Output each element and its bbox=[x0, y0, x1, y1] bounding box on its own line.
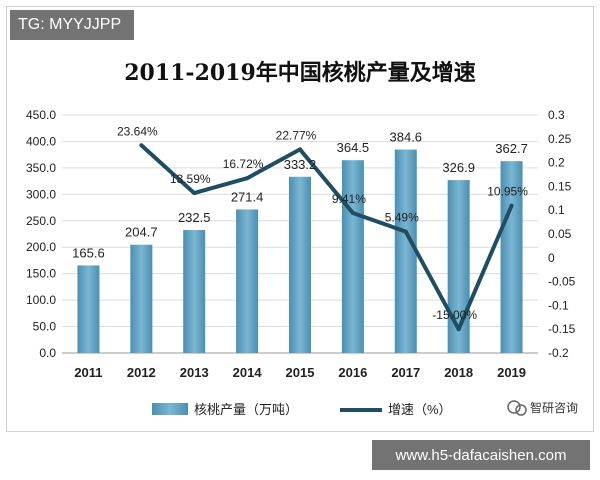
bar-value-label: 384.6 bbox=[390, 130, 423, 145]
y-right-tick-label: -0.15 bbox=[548, 322, 576, 336]
x-tick-label: 2016 bbox=[338, 365, 367, 380]
bar-value-label: 204.7 bbox=[125, 225, 158, 240]
source-logo-text: 智研咨询 bbox=[530, 400, 578, 415]
growth-point bbox=[298, 147, 302, 152]
y-right-tick-label: 0 bbox=[548, 251, 555, 265]
legend-bar-label: 核桃产量（万吨） bbox=[194, 402, 298, 417]
x-tick-label: 2018 bbox=[444, 365, 473, 380]
y-right-tick-label: -0.2 bbox=[548, 346, 569, 360]
bar bbox=[183, 230, 206, 353]
y-left-tick-label: 400.0 bbox=[26, 134, 56, 148]
watermark-bottom: www.h5-dafacaishen.com bbox=[372, 440, 590, 470]
y-right-tick-label: 0.25 bbox=[548, 132, 572, 146]
bar bbox=[341, 160, 364, 353]
y-left-tick-label: 0.0 bbox=[39, 346, 56, 360]
growth-value-label: 22.77% bbox=[276, 128, 317, 142]
y-right-tick-label: 0.2 bbox=[548, 156, 565, 170]
legend-line-label: 增速（%） bbox=[388, 402, 452, 417]
x-tick-label: 2011 bbox=[74, 365, 102, 380]
x-tick-label: 2013 bbox=[180, 365, 209, 380]
growth-point bbox=[192, 191, 197, 196]
wechat-icon-small bbox=[515, 404, 527, 416]
growth-value-label: 16.72% bbox=[223, 157, 264, 171]
bar bbox=[394, 149, 417, 353]
watermark-top: TG: MYYJJPP bbox=[10, 10, 134, 40]
x-tick-label: 2012 bbox=[127, 365, 156, 380]
bar-value-label: 364.5 bbox=[337, 140, 370, 155]
y-right-tick-label: 0.3 bbox=[548, 108, 565, 122]
bar-value-label: 165.6 bbox=[72, 245, 105, 260]
growth-point bbox=[456, 327, 461, 332]
y-left-tick-label: 300.0 bbox=[26, 187, 56, 201]
y-left-tick-label: 250.0 bbox=[26, 214, 56, 228]
bar bbox=[130, 244, 153, 353]
x-tick-label: 2015 bbox=[286, 365, 315, 380]
growth-point bbox=[509, 203, 514, 208]
y-left-tick-label: 100.0 bbox=[26, 293, 56, 307]
y-left-tick-label: 200.0 bbox=[26, 240, 56, 254]
x-tick-label: 2014 bbox=[233, 365, 263, 380]
y-left-tick-label: 350.0 bbox=[26, 161, 56, 175]
growth-value-label: 10.95% bbox=[487, 185, 528, 199]
x-tick-label: 2019 bbox=[497, 365, 526, 380]
legend-bar-swatch bbox=[152, 403, 188, 415]
growth-point bbox=[403, 229, 408, 234]
growth-line bbox=[139, 143, 514, 332]
y-right-tick-label: 0.05 bbox=[548, 227, 572, 241]
y-right-tick-label: 0.15 bbox=[548, 179, 572, 193]
bar-value-label: 232.5 bbox=[178, 210, 211, 225]
bar bbox=[447, 180, 470, 353]
y-right-tick-label: -0.05 bbox=[548, 275, 576, 289]
growth-value-label: 9.41% bbox=[332, 192, 366, 206]
bar-value-label: 333.2 bbox=[284, 157, 317, 172]
growth-value-label: -15.00% bbox=[432, 308, 477, 322]
growth-value-label: 23.64% bbox=[117, 124, 158, 138]
bar bbox=[500, 161, 523, 353]
growth-point bbox=[245, 176, 250, 181]
y-left-tick-label: 50.0 bbox=[33, 320, 57, 334]
growth-value-label: 13.59% bbox=[170, 172, 211, 186]
x-tick-label: 2017 bbox=[391, 365, 420, 380]
bar-value-label: 362.7 bbox=[495, 141, 528, 156]
wechat-icon bbox=[507, 400, 521, 414]
bar-value-label: 271.4 bbox=[231, 189, 264, 204]
y-left-tick-label: 450.0 bbox=[26, 108, 56, 122]
bar bbox=[289, 176, 311, 353]
growth-point bbox=[139, 143, 144, 148]
bar bbox=[77, 265, 100, 353]
bar bbox=[236, 209, 259, 353]
y-right-tick-label: 0.1 bbox=[548, 203, 565, 217]
bar-value-label: 326.9 bbox=[442, 160, 475, 175]
y-left-tick-label: 150.0 bbox=[26, 267, 56, 281]
growth-point bbox=[350, 211, 355, 216]
y-right-tick-label: -0.1 bbox=[548, 298, 569, 312]
chart-title: 2011-2019年中国核桃产量及增速 bbox=[124, 60, 476, 86]
growth-value-label: 5.49% bbox=[385, 211, 419, 225]
